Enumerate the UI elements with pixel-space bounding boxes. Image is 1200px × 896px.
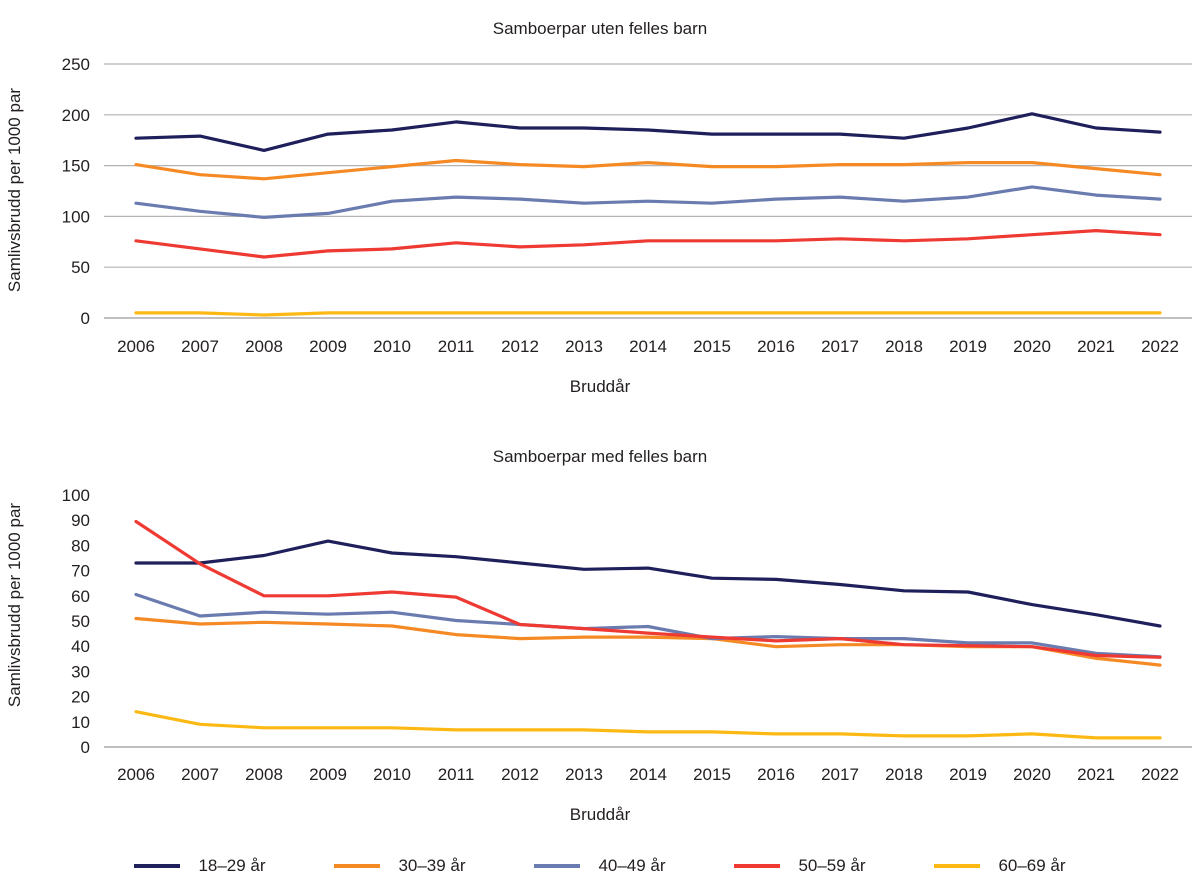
legend-label: 18–29 år [198, 856, 266, 875]
x-tick-label: 2010 [373, 765, 411, 784]
legend-item: 18–29 år [100, 856, 300, 876]
y-tick-label: 60 [71, 587, 90, 606]
x-tick-label: 2019 [949, 337, 987, 356]
x-tick-label: 2009 [309, 765, 347, 784]
series-line-60-69 [134, 710, 1162, 740]
x-tick-label: 2012 [501, 337, 539, 356]
x-tick-label: 2020 [1013, 337, 1051, 356]
legend-swatch [734, 864, 781, 868]
legend-label: 30–39 år [398, 856, 466, 875]
y-axis-title: Samlivsbrudd per 1000 par [5, 503, 24, 707]
legend-swatch [534, 864, 581, 868]
x-tick-label: 2022 [1141, 765, 1179, 784]
y-tick-label: 250 [62, 55, 90, 74]
series-line-18-29 [134, 539, 1162, 628]
y-tick-label: 150 [62, 157, 90, 176]
x-axis-title: Bruddår [570, 377, 631, 396]
y-tick-label: 70 [71, 562, 90, 581]
x-tick-label: 2011 [438, 765, 475, 784]
series-line-50-59 [134, 519, 1162, 659]
x-tick-label: 2016 [757, 337, 795, 356]
x-tick-label: 2014 [629, 765, 667, 784]
x-tick-label: 2019 [949, 765, 987, 784]
chart-title: Samboerpar med felles barn [493, 447, 708, 466]
y-axis-title: Samlivsbrudd per 1000 par [5, 88, 24, 292]
x-tick-label: 2021 [1077, 765, 1115, 784]
y-tick-label: 50 [71, 612, 90, 631]
x-tick-label: 2021 [1077, 337, 1115, 356]
x-tick-label: 2006 [117, 765, 155, 784]
y-tick-label: 40 [71, 637, 90, 656]
series-line-60-69 [134, 311, 1162, 317]
legend-swatch [334, 864, 381, 868]
x-tick-label: 2016 [757, 765, 795, 784]
x-tick-label: 2014 [629, 337, 667, 356]
y-tick-label: 0 [81, 738, 90, 757]
y-tick-label: 80 [71, 536, 90, 555]
legend-item: 30–39 år [300, 856, 500, 876]
series-line-40-49 [134, 592, 1162, 659]
x-tick-label: 2017 [821, 765, 859, 784]
legend-item: 50–59 år [700, 856, 900, 876]
x-tick-label: 2013 [565, 765, 603, 784]
y-tick-label: 200 [62, 106, 90, 125]
x-tick-label: 2007 [181, 765, 219, 784]
x-tick-label: 2008 [245, 765, 283, 784]
y-tick-label: 50 [71, 258, 90, 277]
x-tick-label: 2015 [693, 765, 731, 784]
x-tick-label: 2020 [1013, 765, 1051, 784]
legend-swatch [134, 864, 181, 868]
x-tick-label: 2007 [181, 337, 219, 356]
y-tick-label: 0 [81, 309, 90, 328]
series-line-50-59 [134, 229, 1162, 259]
x-tick-label: 2011 [438, 337, 475, 356]
x-axis-title: Bruddår [570, 805, 631, 824]
series-line-18-29 [134, 112, 1162, 152]
y-tick-label: 20 [71, 688, 90, 707]
x-tick-label: 2018 [885, 337, 923, 356]
legend-label: 60–69 år [998, 856, 1066, 875]
x-tick-label: 2010 [373, 337, 411, 356]
y-tick-label: 10 [71, 713, 90, 732]
x-tick-label: 2017 [821, 337, 859, 356]
y-tick-label: 30 [71, 662, 90, 681]
legend-label: 50–59 år [798, 856, 866, 875]
x-tick-label: 2012 [501, 765, 539, 784]
y-tick-label: 90 [71, 511, 90, 530]
series-line-40-49 [134, 185, 1162, 219]
x-tick-label: 2018 [885, 765, 923, 784]
x-tick-label: 2006 [117, 337, 155, 356]
x-tick-label: 2015 [693, 337, 731, 356]
y-tick-label: 100 [62, 207, 90, 226]
chart-title: Samboerpar uten felles barn [493, 19, 708, 38]
series-line-30-39 [134, 158, 1162, 181]
legend: 18–29 år 30–39 år 40–49 år 50–59 år 60–6… [0, 856, 1200, 876]
legend-swatch [934, 864, 981, 868]
legend-label: 40–49 år [598, 856, 666, 875]
x-tick-label: 2009 [309, 337, 347, 356]
x-tick-label: 2022 [1141, 337, 1179, 356]
y-tick-label: 100 [62, 486, 90, 505]
x-tick-label: 2013 [565, 337, 603, 356]
legend-item: 60–69 år [900, 856, 1100, 876]
legend-item: 40–49 år [500, 856, 700, 876]
x-tick-label: 2008 [245, 337, 283, 356]
